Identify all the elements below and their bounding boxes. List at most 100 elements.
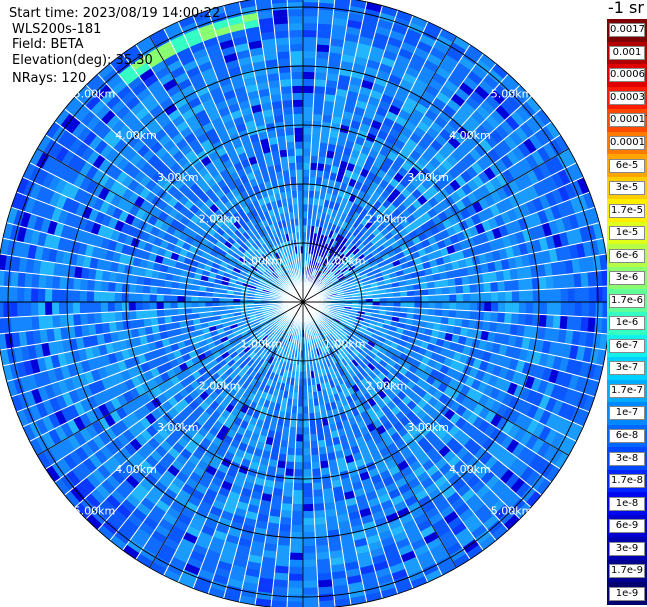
ppi-cell bbox=[430, 121, 444, 135]
ppi-cell bbox=[476, 210, 488, 223]
ppi-cell bbox=[391, 23, 408, 36]
ppi-cell bbox=[289, 559, 303, 567]
ppi-cell bbox=[316, 558, 331, 567]
ppi-cell bbox=[307, 204, 314, 212]
ppi-cell bbox=[334, 284, 343, 290]
ppi-cell bbox=[340, 60, 354, 71]
ppi-cell bbox=[505, 115, 520, 131]
ppi-cell bbox=[398, 280, 407, 287]
ppi-cell bbox=[507, 257, 517, 270]
ppi-cell bbox=[324, 229, 331, 237]
ppi-cell bbox=[536, 108, 552, 126]
ppi-cell bbox=[455, 199, 467, 212]
ppi-cell bbox=[557, 328, 567, 344]
ppi-cell bbox=[339, 245, 347, 254]
ppi-cell bbox=[430, 265, 440, 275]
ppi-cell bbox=[491, 302, 499, 313]
ppi-cell bbox=[400, 296, 408, 302]
ppi-cell bbox=[441, 309, 450, 318]
ppi-cell bbox=[437, 210, 448, 222]
ppi-cell bbox=[340, 266, 349, 274]
ppi-cell bbox=[473, 264, 483, 275]
ppi-cell bbox=[3, 302, 11, 318]
ppi-cell bbox=[331, 24, 347, 34]
ppi-cell bbox=[364, 220, 373, 230]
ppi-cell bbox=[311, 134, 321, 143]
ppi-cell bbox=[428, 103, 443, 116]
ppi-cell bbox=[489, 162, 502, 177]
ppi-cell bbox=[550, 328, 560, 343]
ppi-cell bbox=[559, 274, 568, 289]
ppi-cell bbox=[534, 251, 545, 265]
ppi-cell bbox=[273, 572, 289, 581]
ppi-cell bbox=[320, 257, 326, 265]
ppi-cell bbox=[318, 283, 325, 289]
ppi-cell bbox=[544, 159, 558, 176]
ppi-cell bbox=[386, 151, 398, 162]
ppi-cell bbox=[508, 194, 520, 209]
ppi-cell bbox=[341, 229, 349, 238]
ppi-cell bbox=[562, 148, 577, 166]
ppi-cell bbox=[425, 144, 439, 157]
ppi-cell bbox=[367, 96, 381, 107]
ppi-cell bbox=[391, 121, 405, 133]
ppi-cell bbox=[511, 312, 519, 325]
ppi-cell bbox=[381, 253, 390, 261]
ppi-cell bbox=[405, 66, 421, 79]
ppi-cell bbox=[10, 316, 19, 333]
ppi-cell bbox=[332, 17, 348, 27]
ppi-cell bbox=[296, 420, 303, 428]
ppi-cell bbox=[376, 69, 391, 81]
ppi-cell bbox=[355, 158, 366, 169]
ppi-cell bbox=[101, 270, 111, 282]
ppi-cell bbox=[303, 169, 310, 177]
ppi-cell bbox=[360, 217, 369, 227]
ppi-cell bbox=[323, 259, 330, 267]
ppi-cell bbox=[303, 155, 311, 163]
ppi-cell bbox=[479, 53, 497, 69]
ppi-cell bbox=[114, 311, 123, 322]
ppi-cell bbox=[393, 291, 401, 298]
ppi-cell bbox=[310, 261, 314, 269]
ppi-cell bbox=[435, 256, 445, 266]
ppi-cell bbox=[426, 252, 436, 262]
ppi-cell bbox=[495, 237, 506, 250]
ppi-cell bbox=[538, 162, 552, 179]
ppi-cell bbox=[425, 127, 440, 140]
ppi-cell bbox=[52, 314, 61, 329]
ppi-cell bbox=[416, 40, 433, 54]
ppi-cell bbox=[397, 132, 410, 145]
ppi-cell bbox=[317, 586, 334, 595]
ppi-cell bbox=[317, 579, 333, 588]
ppi-cell bbox=[601, 270, 607, 287]
ppi-cell bbox=[288, 566, 303, 574]
ppi-cell bbox=[456, 106, 471, 121]
ppi-cell bbox=[325, 252, 331, 260]
ppi-cell bbox=[424, 109, 439, 122]
ppi-cell bbox=[287, 440, 296, 449]
ppi-cell bbox=[377, 100, 391, 111]
ppi-cell bbox=[337, 243, 344, 252]
ppi-cell bbox=[472, 174, 485, 189]
ppi-cell bbox=[421, 295, 429, 302]
ppi-cell bbox=[432, 322, 441, 331]
ppi-cell bbox=[476, 311, 485, 321]
ppi-cell bbox=[347, 252, 355, 261]
ppi-cell bbox=[440, 316, 449, 325]
ppi-cell bbox=[346, 276, 354, 283]
ppi-cell bbox=[504, 291, 513, 302]
ppi-cell bbox=[303, 2, 319, 10]
ppi-cell bbox=[329, 45, 344, 55]
ppi-cell bbox=[426, 53, 443, 67]
ppi-cell bbox=[349, 76, 363, 87]
ppi-cell bbox=[271, 593, 288, 602]
ppi-cell bbox=[548, 341, 558, 356]
ppi-cell bbox=[520, 188, 533, 203]
ppi-cell bbox=[288, 433, 297, 442]
ppi-cell bbox=[303, 448, 312, 456]
ppi-cell bbox=[445, 154, 459, 167]
ppi-cell bbox=[388, 128, 401, 139]
ppi-cell bbox=[317, 16, 333, 25]
ppi-cell bbox=[599, 254, 607, 271]
ppi-cell bbox=[108, 311, 116, 323]
